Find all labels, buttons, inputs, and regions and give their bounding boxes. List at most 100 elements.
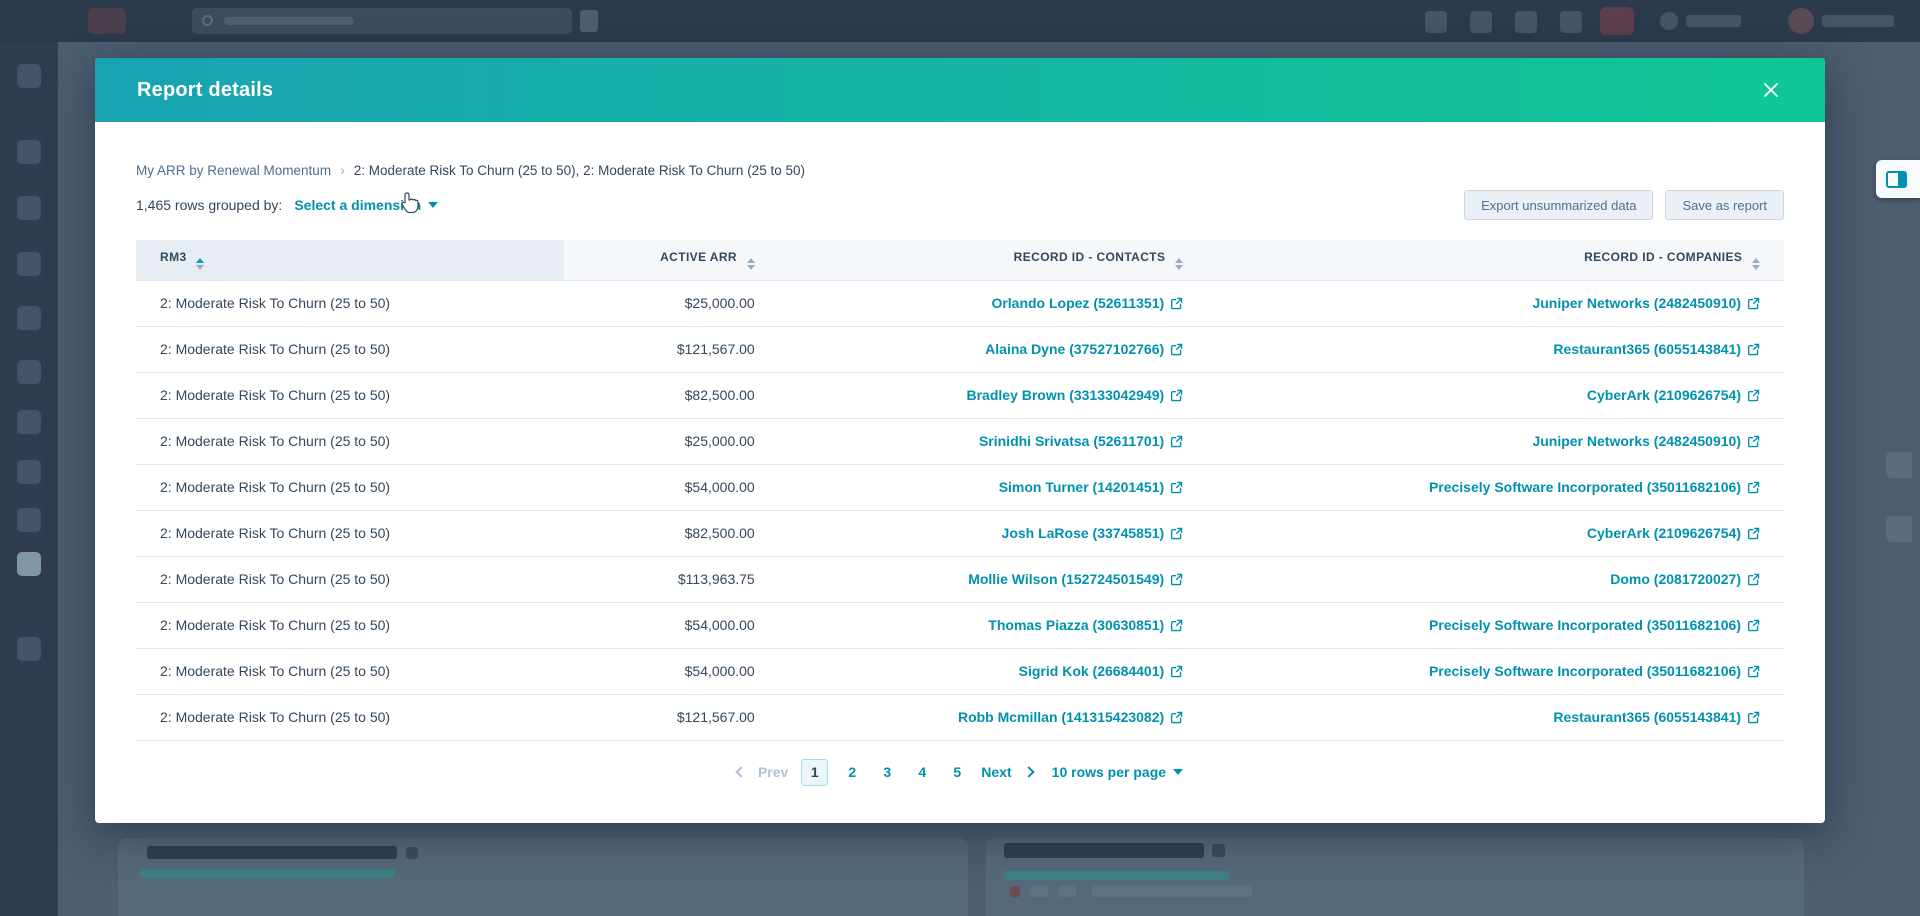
company-record-link[interactable]: Restaurant365 (6055143841) [1553, 709, 1760, 725]
card2-legend-swatch-2 [1030, 886, 1048, 897]
company-link-text: Precisely Software Incorporated (3501168… [1428, 663, 1741, 679]
sort-icon-active-arr [746, 257, 755, 270]
modal-body: My ARR by Renewal Momentum › 2: Moderate… [95, 162, 1825, 786]
company-link-text: Juniper Networks (2482450910) [1532, 433, 1741, 449]
contact-record-link[interactable]: Simon Turner (14201451) [999, 479, 1183, 495]
company-record-link[interactable]: Juniper Networks (2482450910) [1532, 433, 1760, 449]
page-button-2[interactable]: 2 [848, 764, 857, 780]
save-as-report-button[interactable]: Save as report [1665, 190, 1784, 220]
cell-rm3: 2: Moderate Risk To Churn (25 to 50) [136, 279, 565, 326]
table-row: 2: Moderate Risk To Churn (25 to 50) $82… [136, 509, 1784, 556]
breadcrumb-report-name: My ARR by Renewal Momentum [136, 162, 332, 178]
panel-layout-icon [1886, 170, 1907, 188]
chevron-right-icon[interactable] [1022, 766, 1035, 778]
cell-active-arr: $82,500.00 [564, 509, 779, 556]
cell-active-arr: $82,500.00 [564, 371, 779, 418]
nav-icon-9 [17, 508, 41, 532]
cell-active-arr: $54,000.00 [564, 601, 779, 648]
external-link-icon [1747, 343, 1760, 355]
contact-link-text: Mollie Wilson (152724501549) [968, 571, 1165, 587]
select-dimension-label: Select a dimension [294, 197, 422, 213]
right-rail-icon-2 [1886, 516, 1912, 542]
page-button-3[interactable]: 3 [883, 764, 892, 780]
copilot-panel-toggle[interactable] [1876, 160, 1920, 198]
cell-active-arr: $121,567.00 [564, 693, 779, 741]
report-details-table: RM3 ACTIVE ARR RECORD ID - CONTACTS [136, 240, 1784, 741]
topbar-icon-1 [1425, 11, 1447, 33]
background-report-card-2 [986, 838, 1804, 916]
company-link-text: CyberArk (2109626754) [1586, 525, 1741, 541]
breadcrumb-separator-icon: › [340, 162, 345, 178]
external-link-icon [1171, 619, 1183, 631]
external-link-icon [1171, 389, 1183, 401]
contact-record-link[interactable]: Alaina Dyne (37527102766) [985, 341, 1183, 357]
table-row: 2: Moderate Risk To Churn (25 to 50) $25… [136, 417, 1784, 464]
company-record-link[interactable]: Precisely Software Incorporated (3501168… [1429, 663, 1760, 679]
cell-rm3: 2: Moderate Risk To Churn (25 to 50) [136, 693, 565, 741]
contact-record-link[interactable]: Orlando Lopez (52611351) [991, 295, 1183, 311]
column-header-active-arr[interactable]: ACTIVE ARR [564, 240, 779, 280]
global-search-input [192, 8, 572, 34]
nav-icon-1 [17, 64, 41, 88]
page-button-1-current[interactable]: 1 [801, 758, 829, 786]
cell-rm3: 2: Moderate Risk To Churn (25 to 50) [136, 601, 565, 648]
next-page-button[interactable]: Next [981, 764, 1012, 780]
contact-record-link[interactable]: Bradley Brown (33133042949) [967, 387, 1184, 403]
company-link-text: Juniper Networks (2482450910) [1532, 295, 1741, 311]
nav-icon-6 [17, 360, 41, 384]
contact-record-link[interactable]: Thomas Piazza (30630851) [988, 617, 1183, 633]
external-link-icon [1747, 297, 1760, 309]
prev-page-button[interactable]: Prev [757, 764, 789, 780]
contact-record-link[interactable]: Robb Mcmillan (141315423082) [958, 709, 1183, 725]
card1-info-icon [406, 847, 418, 859]
cell-active-arr: $25,000.00 [564, 417, 779, 464]
company-record-link[interactable]: Domo (2081720027) [1610, 571, 1760, 587]
company-link-text: Precisely Software Incorporated (3501168… [1428, 617, 1741, 633]
contact-record-link[interactable]: Srinidhi Srivatsa (52611701) [979, 433, 1183, 449]
column-header-record-id-companies[interactable]: RECORD ID - COMPANIES [1207, 240, 1784, 280]
chevron-left-icon[interactable] [735, 766, 747, 778]
external-link-icon [1171, 435, 1183, 447]
close-icon[interactable] [1753, 72, 1789, 108]
company-link-text: Restaurant365 (6055143841) [1553, 709, 1741, 725]
contact-record-link[interactable]: Sigrid Kok (26684401) [1019, 663, 1184, 679]
company-record-link[interactable]: CyberArk (2109626754) [1587, 525, 1760, 541]
search-icon [202, 15, 213, 26]
account-name-bar [1822, 15, 1894, 27]
contact-link-text: Sigrid Kok (26684401) [1018, 663, 1165, 679]
upgrade-label-bar [1686, 15, 1741, 27]
cell-active-arr: $25,000.00 [564, 279, 779, 326]
card1-subtitle-bar [140, 869, 395, 878]
external-link-icon [1171, 481, 1183, 493]
external-link-icon [1747, 435, 1760, 447]
contact-record-link[interactable]: Mollie Wilson (152724501549) [968, 571, 1183, 587]
company-record-link[interactable]: Restaurant365 (6055143841) [1553, 341, 1760, 357]
external-link-icon [1747, 619, 1760, 631]
company-record-link[interactable]: Precisely Software Incorporated (3501168… [1429, 617, 1760, 633]
company-record-link[interactable]: Juniper Networks (2482450910) [1532, 295, 1760, 311]
background-report-card-1 [118, 838, 968, 916]
search-shortcut-chip [580, 10, 598, 32]
contact-record-link[interactable]: Josh LaRose (33745851) [1002, 525, 1184, 541]
column-header-rm3[interactable]: RM3 [136, 240, 565, 280]
row-count-label: 1,465 rows grouped by: [136, 197, 283, 213]
page-button-5[interactable]: 5 [953, 764, 962, 780]
export-unsummarized-data-button[interactable]: Export unsummarized data [1464, 190, 1654, 220]
rows-per-page-dropdown[interactable]: 10 rows per page [1052, 764, 1184, 780]
external-link-icon [1747, 711, 1760, 723]
company-record-link[interactable]: CyberArk (2109626754) [1587, 387, 1760, 403]
column-header-record-id-contacts[interactable]: RECORD ID - CONTACTS [778, 240, 1208, 280]
company-record-link[interactable]: Precisely Software Incorporated (3501168… [1429, 479, 1760, 495]
card2-title-bar [1004, 843, 1204, 858]
select-dimension-dropdown[interactable]: Select a dimension [294, 197, 439, 213]
company-link-text: Precisely Software Incorporated (3501168… [1428, 479, 1741, 495]
page-button-4[interactable]: 4 [918, 764, 927, 780]
nav-icon-5 [17, 306, 41, 330]
external-link-icon [1747, 527, 1760, 539]
external-link-icon [1747, 573, 1760, 585]
contact-link-text: Alaina Dyne (37527102766) [985, 341, 1165, 357]
card1-title-bar [147, 846, 397, 859]
cell-rm3: 2: Moderate Risk To Churn (25 to 50) [136, 647, 565, 694]
topbar-icon-2 [1470, 11, 1492, 33]
table-row: 2: Moderate Risk To Churn (25 to 50) $25… [136, 279, 1784, 326]
